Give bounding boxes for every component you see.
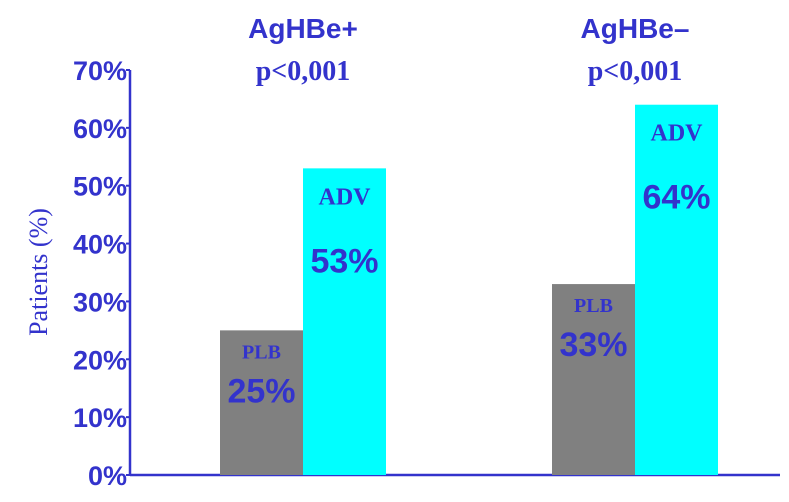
series-label: ADV	[319, 184, 372, 210]
p-value-annotation: p<0,001	[256, 56, 351, 87]
y-tick-label: 40%	[73, 230, 127, 260]
bar-plb	[220, 330, 303, 475]
y-tick-label: 0%	[88, 461, 127, 491]
y-tick-label: 20%	[73, 345, 127, 375]
data-label: 64%	[642, 179, 710, 217]
series-label: PLB	[242, 341, 281, 363]
series-label: ADV	[651, 121, 704, 147]
y-tick-label: 70%	[73, 56, 127, 86]
bar-adv	[635, 104, 718, 475]
y-tick-label: 30%	[73, 287, 127, 317]
bar-adv	[303, 168, 386, 475]
y-axis-label: Patients (%)	[24, 208, 53, 336]
series-label: PLB	[574, 295, 613, 317]
data-label: 33%	[559, 326, 627, 364]
p-value-annotation: p<0,001	[588, 56, 683, 87]
data-label: 25%	[227, 372, 295, 410]
data-label: 53%	[310, 242, 378, 280]
y-tick-label: 50%	[73, 172, 127, 202]
category-label: AgHBe+	[248, 13, 358, 44]
y-tick-label: 10%	[73, 403, 127, 433]
y-tick-label: 60%	[73, 114, 127, 144]
category-label: AgHBe–	[581, 13, 690, 44]
bar-plb	[552, 284, 635, 475]
